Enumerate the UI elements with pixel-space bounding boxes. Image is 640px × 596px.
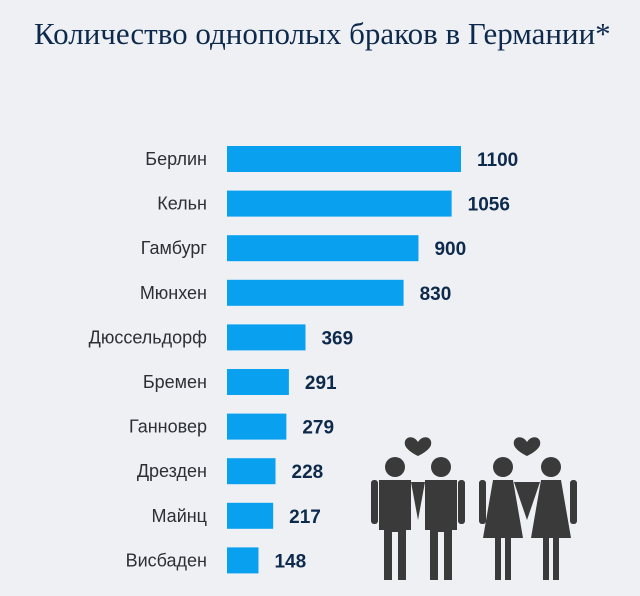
- couples-with-hearts-icon: [371, 437, 577, 580]
- category-label: Бремен: [143, 372, 207, 392]
- chart-title: Количество однополых браков в Германии*: [34, 16, 611, 51]
- bar: [227, 190, 452, 217]
- value-label: 1100: [477, 150, 518, 171]
- category-label: Мюнхен: [140, 283, 207, 303]
- value-label: 217: [289, 507, 321, 528]
- bar: [227, 458, 276, 485]
- bar: [227, 235, 419, 262]
- value-label: 291: [305, 373, 337, 394]
- value-label: 279: [302, 418, 334, 439]
- bar: [227, 279, 404, 306]
- category-label: Висбаден: [126, 550, 207, 570]
- value-label: 228: [292, 462, 324, 483]
- value-label: 148: [274, 551, 306, 572]
- category-label: Дрезден: [137, 461, 207, 481]
- category-label: Майнц: [151, 506, 207, 526]
- category-label: Гамбург: [141, 238, 208, 258]
- value-label: 369: [321, 328, 353, 349]
- bar: [227, 324, 306, 351]
- bar: [227, 502, 274, 529]
- category-label: Берлин: [145, 149, 207, 169]
- value-label: 1056: [468, 195, 510, 216]
- bar: [227, 413, 287, 440]
- bar: [227, 146, 461, 172]
- category-label: Кельн: [157, 194, 207, 214]
- value-label: 830: [420, 284, 452, 305]
- category-label: Дюссельдорф: [89, 327, 208, 347]
- bars-layer: Берлин 1100 Кельн 1056 Гамбург 900 Мюнхен 830 Дю…: [89, 146, 518, 574]
- bar: [227, 547, 259, 574]
- category-label: Ганновер: [129, 417, 207, 437]
- value-label: 900: [434, 239, 466, 260]
- bar: [227, 369, 289, 395]
